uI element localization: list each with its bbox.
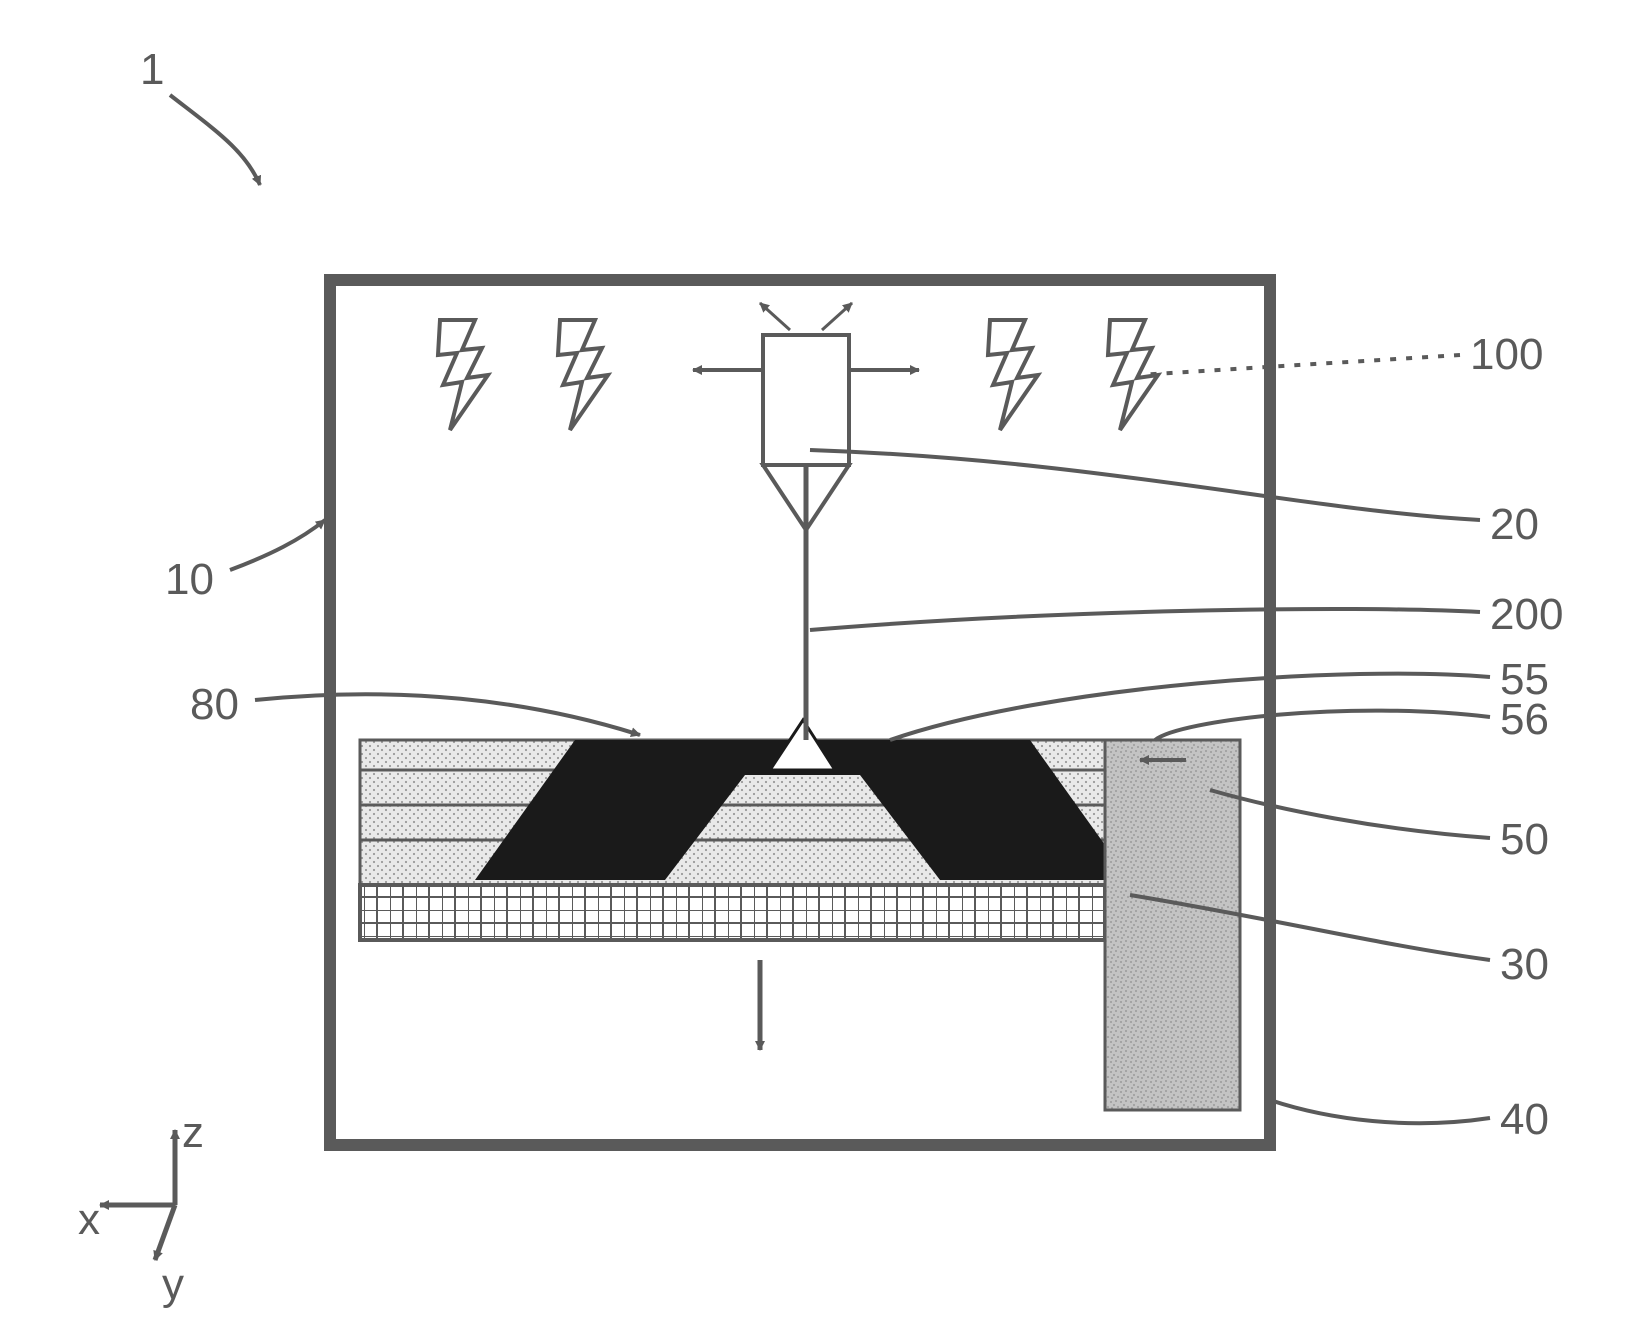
label-L30: 30 <box>1500 940 1549 990</box>
laser-head <box>693 303 919 740</box>
diagram-container: 11002010200805556503040zxy <box>0 0 1641 1339</box>
label-L20: 20 <box>1490 500 1539 550</box>
heat-bolt-icon <box>988 320 1038 430</box>
leader-lines <box>170 95 1490 1123</box>
heat-bolt-icon <box>1108 320 1158 430</box>
label-L56: 56 <box>1500 695 1549 745</box>
overflow-bin <box>1105 740 1240 1110</box>
label-L1: 1 <box>140 45 164 95</box>
xyz-axes <box>100 1130 175 1260</box>
label-L100: 100 <box>1470 330 1543 380</box>
diagram-svg <box>0 0 1641 1339</box>
label-L200: 200 <box>1490 590 1563 640</box>
label-L10: 10 <box>165 555 214 605</box>
axis-y <box>155 1205 175 1260</box>
label-Ly: y <box>162 1260 184 1310</box>
label-Lz: z <box>182 1108 204 1158</box>
heat-bolt-icon <box>558 320 608 430</box>
label-L40: 40 <box>1500 1095 1549 1145</box>
grid-layer <box>360 885 1105 940</box>
heat-bolt-icon <box>438 320 488 430</box>
label-Lx: x <box>78 1195 100 1245</box>
label-L80: 80 <box>190 680 239 730</box>
label-L50: 50 <box>1500 815 1549 865</box>
